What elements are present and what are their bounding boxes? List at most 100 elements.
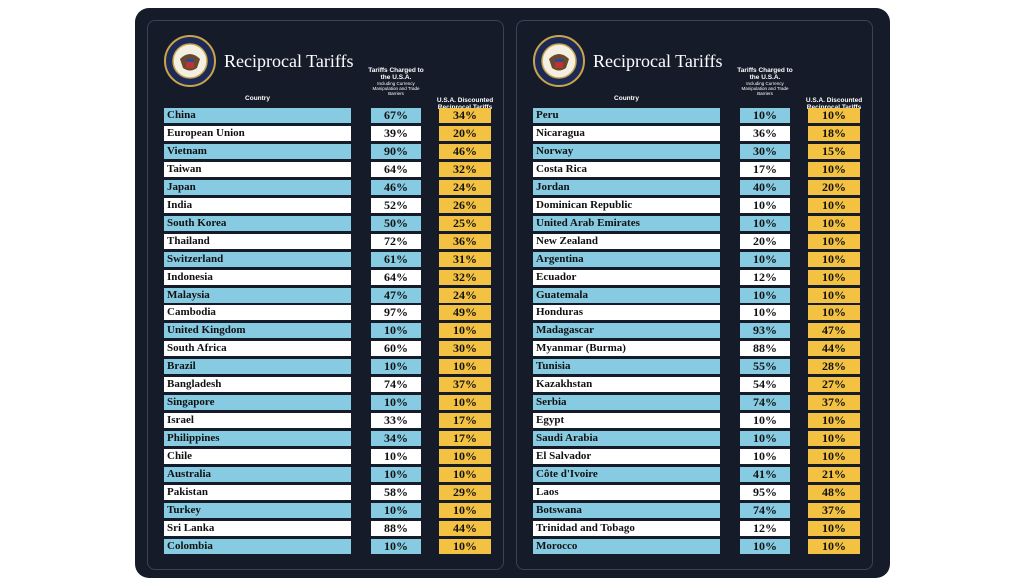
seal bbox=[164, 35, 216, 87]
header-discounted: U.S.A. Discounted Reciprocal Tariffs bbox=[436, 97, 494, 111]
country-cell: Dominican Republic bbox=[533, 197, 720, 213]
country-cell: Serbia bbox=[533, 395, 720, 411]
country-cell: European Union bbox=[164, 125, 351, 141]
charged-cell: 67% bbox=[371, 108, 421, 123]
charged-cell: 10% bbox=[371, 502, 421, 518]
country-cell: Norway bbox=[533, 143, 720, 159]
header-country: Country bbox=[614, 95, 639, 102]
charged-cell: 33% bbox=[371, 413, 421, 429]
discounted-cell: 46% bbox=[439, 143, 491, 159]
discounted-cell: 32% bbox=[439, 161, 491, 177]
discounted-cell: 10% bbox=[439, 467, 491, 482]
discounted-cell: 10% bbox=[808, 520, 860, 536]
country-cell: United Kingdom bbox=[164, 323, 351, 339]
panel-title: Reciprocal Tariffs bbox=[593, 51, 723, 71]
discounted-cell: 17% bbox=[439, 431, 491, 447]
charged-cell: 12% bbox=[740, 520, 790, 536]
charged-cell: 64% bbox=[371, 161, 421, 177]
discounted-cell: 10% bbox=[439, 449, 491, 465]
discounted-cell: 10% bbox=[439, 359, 491, 375]
discounted-cell: 27% bbox=[808, 377, 860, 393]
country-cell: Tunisia bbox=[533, 359, 720, 375]
country-cell: Honduras bbox=[533, 305, 720, 321]
country-cell: Malaysia bbox=[164, 287, 351, 303]
country-cell: Chile bbox=[164, 449, 351, 465]
country-cell: Nicaragua bbox=[533, 125, 720, 141]
header-charged-note: Including Currency Manipulation and Trad… bbox=[372, 81, 420, 96]
header-charged-text: Tariffs Charged to the U.S.A. bbox=[737, 67, 793, 81]
discounted-cell: 17% bbox=[439, 413, 491, 429]
country-cell: Vietnam bbox=[164, 143, 351, 159]
discounted-cell: 10% bbox=[808, 269, 860, 285]
country-cell: Colombia bbox=[164, 538, 351, 554]
discounted-cell: 48% bbox=[808, 484, 860, 500]
country-cell: Bangladesh bbox=[164, 377, 351, 393]
charged-cell: 58% bbox=[371, 484, 421, 500]
country-cell: Peru bbox=[533, 108, 720, 123]
country-cell: United Arab Emirates bbox=[533, 215, 720, 231]
panel: Reciprocal Tariffs Country Tariffs Charged… bbox=[147, 20, 504, 570]
charged-cell: 54% bbox=[740, 377, 790, 393]
header-country: Country bbox=[245, 95, 270, 102]
discounted-cell: 28% bbox=[808, 359, 860, 375]
discounted-cell: 15% bbox=[808, 143, 860, 159]
charged-cell: 55% bbox=[740, 359, 790, 375]
discounted-cell: 10% bbox=[439, 323, 491, 339]
discounted-cell: 10% bbox=[808, 251, 860, 267]
charged-cell: 41% bbox=[740, 467, 790, 482]
charged-cell: 10% bbox=[371, 467, 421, 482]
country-cell: Argentina bbox=[533, 251, 720, 267]
discounted-cell: 10% bbox=[808, 161, 860, 177]
discounted-cell: 20% bbox=[439, 125, 491, 141]
charged-cell: 10% bbox=[371, 359, 421, 375]
country-cell: Myanmar (Burma) bbox=[533, 341, 720, 357]
country-cell: Trinidad and Tobago bbox=[533, 520, 720, 536]
header-charged: Tariffs Charged to the U.S.A. Including C… bbox=[735, 67, 795, 96]
discounted-cell: 10% bbox=[808, 233, 860, 249]
charged-cell: 10% bbox=[740, 197, 790, 213]
country-cell: South Korea bbox=[164, 215, 351, 231]
discounted-cell: 44% bbox=[808, 341, 860, 357]
discounted-cell: 25% bbox=[439, 215, 491, 231]
country-cell: Ecuador bbox=[533, 269, 720, 285]
country-cell: Pakistan bbox=[164, 484, 351, 500]
charged-cell: 74% bbox=[740, 502, 790, 518]
charged-cell: 17% bbox=[740, 161, 790, 177]
discounted-cell: 10% bbox=[808, 413, 860, 429]
discounted-cell: 31% bbox=[439, 251, 491, 267]
charged-cell: 52% bbox=[371, 197, 421, 213]
country-cell: Côte d'Ivoire bbox=[533, 467, 720, 482]
country-cell: Philippines bbox=[164, 431, 351, 447]
discounted-cell: 49% bbox=[439, 305, 491, 321]
discounted-cell: 21% bbox=[808, 467, 860, 482]
charged-cell: 46% bbox=[371, 179, 421, 195]
country-cell: Morocco bbox=[533, 538, 720, 554]
charged-cell: 74% bbox=[371, 377, 421, 393]
country-cell: Sri Lanka bbox=[164, 520, 351, 536]
charged-cell: 30% bbox=[740, 143, 790, 159]
country-cell: Indonesia bbox=[164, 269, 351, 285]
charged-cell: 10% bbox=[740, 287, 790, 303]
country-cell: Madagascar bbox=[533, 323, 720, 339]
charged-cell: 10% bbox=[740, 251, 790, 267]
discounted-cell: 37% bbox=[439, 377, 491, 393]
discounted-cell: 37% bbox=[808, 395, 860, 411]
discounted-cell: 10% bbox=[808, 449, 860, 465]
charged-cell: 90% bbox=[371, 143, 421, 159]
discounted-cell: 10% bbox=[808, 287, 860, 303]
discounted-cell: 10% bbox=[808, 197, 860, 213]
charged-cell: 10% bbox=[740, 413, 790, 429]
discounted-cell: 18% bbox=[808, 125, 860, 141]
charged-cell: 10% bbox=[740, 108, 790, 123]
charged-cell: 12% bbox=[740, 269, 790, 285]
charged-cell: 40% bbox=[740, 179, 790, 195]
charged-cell: 74% bbox=[740, 395, 790, 411]
country-cell: El Salvador bbox=[533, 449, 720, 465]
country-cell: Australia bbox=[164, 467, 351, 482]
discounted-cell: 10% bbox=[808, 305, 860, 321]
discounted-cell: 32% bbox=[439, 269, 491, 285]
discounted-cell: 10% bbox=[808, 108, 860, 123]
country-cell: South Africa bbox=[164, 341, 351, 357]
charged-cell: 20% bbox=[740, 233, 790, 249]
